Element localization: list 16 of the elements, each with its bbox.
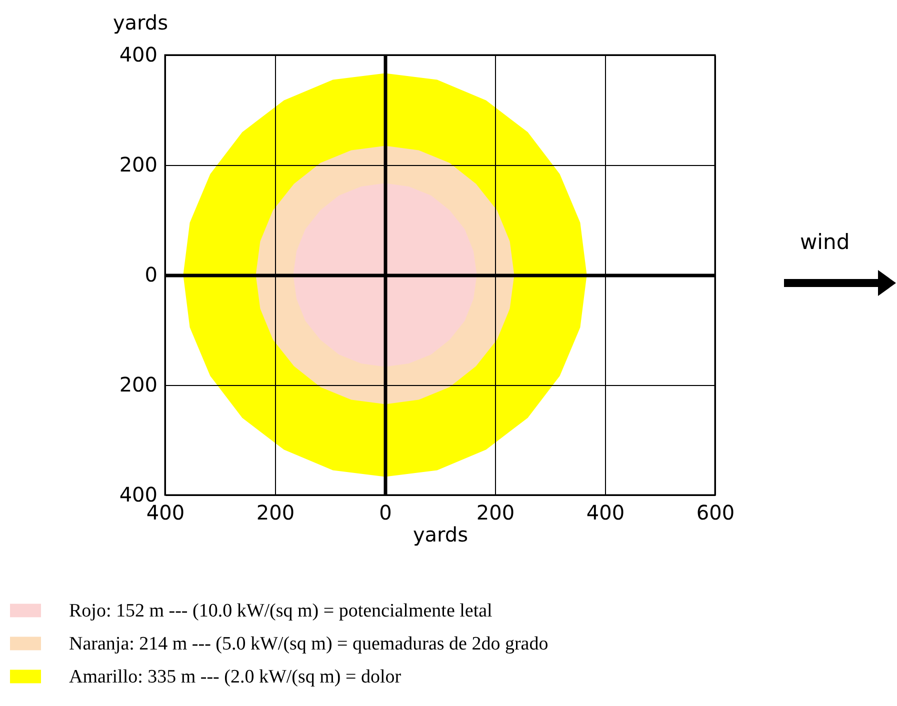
legend-label: Amarillo: 335 m --- (2.0 kW/(sq m) = dolor xyxy=(69,666,402,688)
x-tick-label: 600 xyxy=(696,500,735,524)
y-tick-label: 200 xyxy=(119,152,158,176)
x-tick-label: 200 xyxy=(256,500,295,524)
y-axis-title: yards xyxy=(112,10,168,34)
y-tick-label: 400 xyxy=(119,42,158,66)
x-tick-label: 400 xyxy=(586,500,625,524)
x-axis-title: yards xyxy=(412,522,468,546)
legend-label: Rojo: 152 m --- (10.0 kW/(sq m) = potencialmente letal xyxy=(69,600,492,622)
y-tick-label: 0 xyxy=(144,262,158,286)
x-tick-label: 200 xyxy=(476,500,515,524)
x-tick-label: 400 xyxy=(146,500,185,524)
y-tick-label: 200 xyxy=(119,372,158,396)
x-tick-label: 0 xyxy=(379,500,392,524)
text: wind xyxy=(800,230,850,254)
legend-label: Naranja: 214 m --- (5.0 kW/(sq m) = quemaduras de 2do grado xyxy=(69,634,548,654)
